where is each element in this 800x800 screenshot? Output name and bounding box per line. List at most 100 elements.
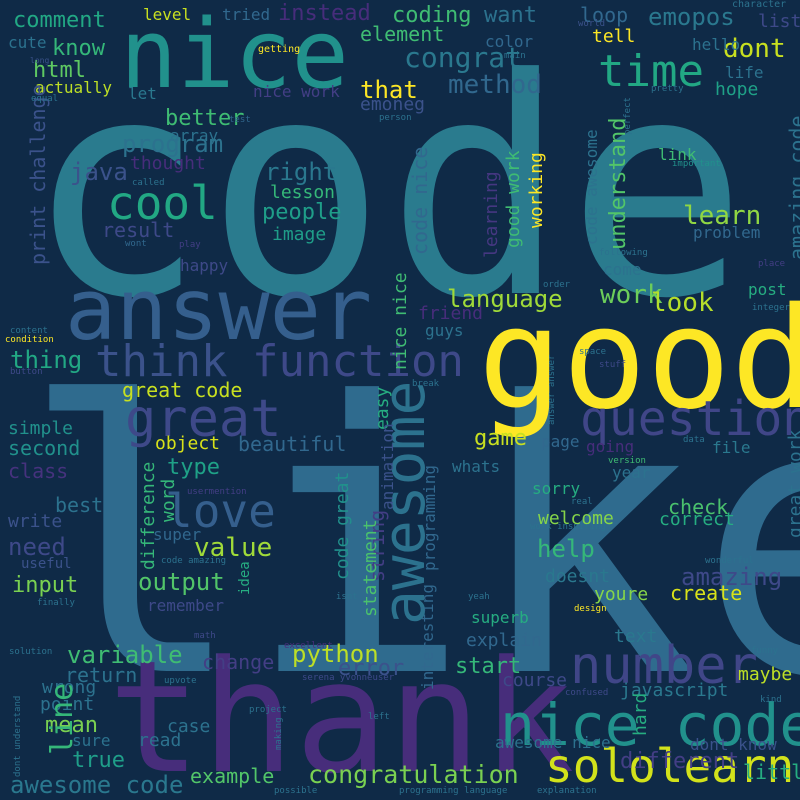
word-order: order bbox=[543, 280, 571, 290]
word-beautiful: beautiful bbox=[238, 432, 347, 456]
word-upvote: upvote bbox=[164, 676, 197, 686]
word-doesnt: doesnt bbox=[545, 566, 611, 587]
word-dont-know: dont know bbox=[690, 735, 777, 754]
word-little: little bbox=[743, 760, 800, 784]
word-array: array bbox=[170, 126, 219, 145]
word-loop: loop bbox=[580, 3, 629, 27]
word-hard: hard bbox=[630, 692, 651, 736]
word-dont: dont bbox=[723, 34, 786, 64]
word-function: function bbox=[252, 336, 464, 387]
word-people: people bbox=[262, 200, 342, 225]
word-nice-code: nice code bbox=[500, 691, 800, 759]
word-funny: funny bbox=[751, 646, 779, 656]
word-following: following bbox=[599, 248, 648, 258]
word-list: list bbox=[758, 11, 800, 32]
word-program: program bbox=[122, 130, 224, 158]
word-year: year bbox=[612, 463, 651, 482]
word-word: word bbox=[158, 478, 179, 522]
word-true: true bbox=[72, 748, 125, 773]
word-emopos: emopos bbox=[648, 3, 735, 31]
word-content: content bbox=[10, 326, 48, 336]
word-making: making bbox=[274, 717, 284, 750]
word-result: result bbox=[102, 218, 175, 242]
word-nice-nice: nice nice bbox=[390, 272, 411, 370]
word-superb: superb bbox=[471, 608, 529, 627]
word-language: language bbox=[447, 285, 563, 313]
word-important: important bbox=[672, 159, 721, 169]
word-simple: simple bbox=[8, 418, 74, 439]
word-awesome-code: awesome code bbox=[10, 771, 184, 799]
word-space: space bbox=[579, 347, 607, 357]
word-check: check bbox=[668, 495, 729, 519]
word-work-inspiring: work inspiring bbox=[530, 522, 606, 532]
word-text: text bbox=[614, 626, 658, 647]
word-javascript: javascript bbox=[620, 680, 729, 701]
word-break: break bbox=[412, 379, 440, 389]
word-super: super bbox=[153, 525, 202, 544]
word-learn: learn bbox=[683, 201, 762, 231]
word-code: code bbox=[25, 15, 748, 364]
word-statement: statement bbox=[360, 519, 381, 617]
word-good-work: good work bbox=[503, 150, 524, 248]
word-perfect: perfect bbox=[623, 97, 633, 135]
word-answer: answer bbox=[65, 261, 373, 360]
word-game: game bbox=[474, 426, 527, 451]
word-code-great: code great bbox=[332, 471, 353, 580]
word-thing: thing bbox=[10, 346, 83, 374]
word-great: great bbox=[125, 389, 282, 449]
word-read: read bbox=[138, 730, 182, 751]
word-mean: mean bbox=[45, 713, 98, 738]
word-world: world bbox=[578, 19, 606, 29]
word-finally: finally bbox=[37, 598, 75, 608]
word-return: return bbox=[65, 663, 138, 687]
word-nice-work: nice work bbox=[253, 82, 340, 101]
word-button: button bbox=[10, 367, 43, 377]
word-happy: happy bbox=[180, 256, 229, 275]
word-data: data bbox=[683, 435, 705, 445]
word-youre: youre bbox=[594, 584, 649, 605]
word-code-nice: code nice bbox=[408, 146, 432, 255]
word-look: look bbox=[651, 288, 714, 318]
word-pretty: pretty bbox=[651, 84, 684, 94]
word-sorry: sorry bbox=[532, 479, 581, 498]
word-isnt: isnt bbox=[336, 592, 358, 602]
word-best: best bbox=[55, 493, 104, 517]
word-level: level bbox=[143, 5, 192, 24]
word-hope: hope bbox=[715, 79, 759, 100]
word-right: right bbox=[265, 158, 338, 186]
word-working: working bbox=[526, 152, 547, 228]
word-object: object bbox=[155, 433, 221, 454]
word-explanation: explanation bbox=[537, 786, 597, 796]
word-nice: nice bbox=[120, 0, 349, 110]
word-learning: learning bbox=[481, 171, 502, 258]
word-image: image bbox=[272, 224, 327, 245]
word-version: version bbox=[608, 456, 646, 466]
word-place: place bbox=[758, 259, 786, 269]
word-post: post bbox=[748, 280, 787, 299]
word-confused: confused bbox=[565, 688, 609, 698]
word-coding: coding bbox=[392, 3, 472, 28]
word-remember: remember bbox=[147, 596, 225, 615]
word-like: like bbox=[20, 324, 800, 760]
word-java: java bbox=[70, 158, 128, 186]
word-element: element bbox=[360, 22, 445, 46]
word-left: left bbox=[368, 712, 390, 722]
word-awesome-nice: awesome nice bbox=[495, 733, 611, 752]
word-difference: difference bbox=[138, 461, 159, 570]
word-number: number bbox=[570, 636, 758, 696]
word-test: test bbox=[229, 115, 251, 125]
word-great-work: great work bbox=[785, 429, 800, 538]
word-thought: thought bbox=[130, 153, 206, 174]
word-error: error bbox=[338, 656, 405, 681]
word-link: link bbox=[658, 145, 697, 164]
word-type: type bbox=[167, 455, 220, 480]
word-think: think bbox=[95, 336, 228, 387]
word-wont: wont bbox=[125, 239, 147, 249]
word-variable: variable bbox=[67, 641, 183, 669]
word-write: write bbox=[8, 511, 63, 532]
word-print-challenge: print challenge bbox=[26, 84, 50, 265]
word-actually: actually bbox=[35, 78, 113, 97]
word-comment: comment bbox=[13, 8, 106, 33]
word-cute: cute bbox=[8, 33, 47, 52]
